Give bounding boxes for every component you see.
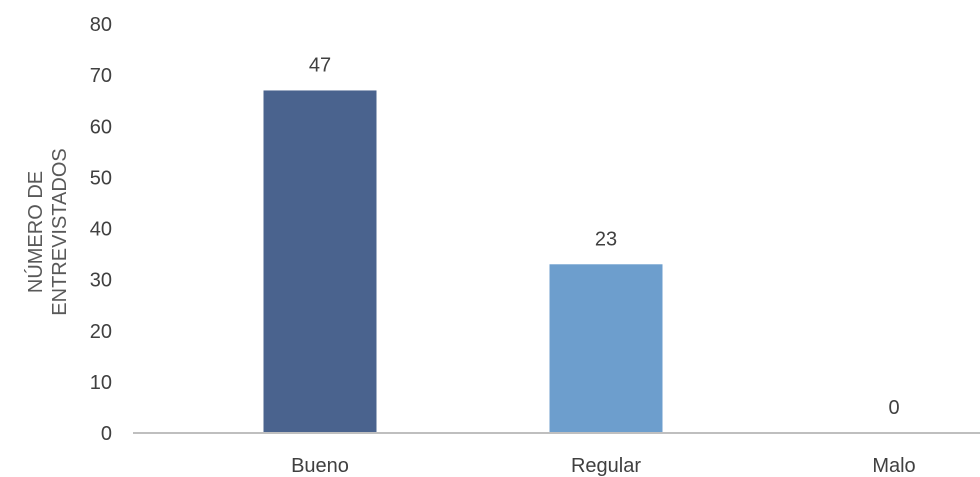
bars [263,90,663,434]
y-tick-label: 60 [90,116,112,138]
data-labels: 47 23 0 [309,54,900,419]
bar-bueno [263,90,377,434]
bar-regular [549,264,663,433]
y-axis-label: NÚMERO DE ENTREVISTADOS [24,148,71,315]
data-label: 0 [888,397,899,419]
data-label: 23 [595,228,617,250]
y-tick-label: 40 [90,219,112,241]
category-label: Bueno [291,455,349,477]
y-axis-label-line-1: NÚMERO DE [24,171,47,293]
category-label: Regular [571,455,641,477]
y-tick-label: 70 [90,65,112,87]
y-axis-ticks: 0 10 20 30 40 50 60 70 80 [90,14,112,445]
y-tick-label: 0 [101,423,112,445]
y-tick-label: 80 [90,14,112,36]
y-axis-label-line-2: ENTREVISTADOS [49,148,71,315]
data-label: 47 [309,54,331,76]
y-tick-label: 10 [90,372,112,394]
category-label: Malo [872,455,915,477]
y-tick-label: 30 [90,270,112,292]
y-tick-label: 50 [90,167,112,189]
y-tick-label: 20 [90,321,112,343]
x-axis-categories: Bueno Regular Malo [291,455,916,477]
